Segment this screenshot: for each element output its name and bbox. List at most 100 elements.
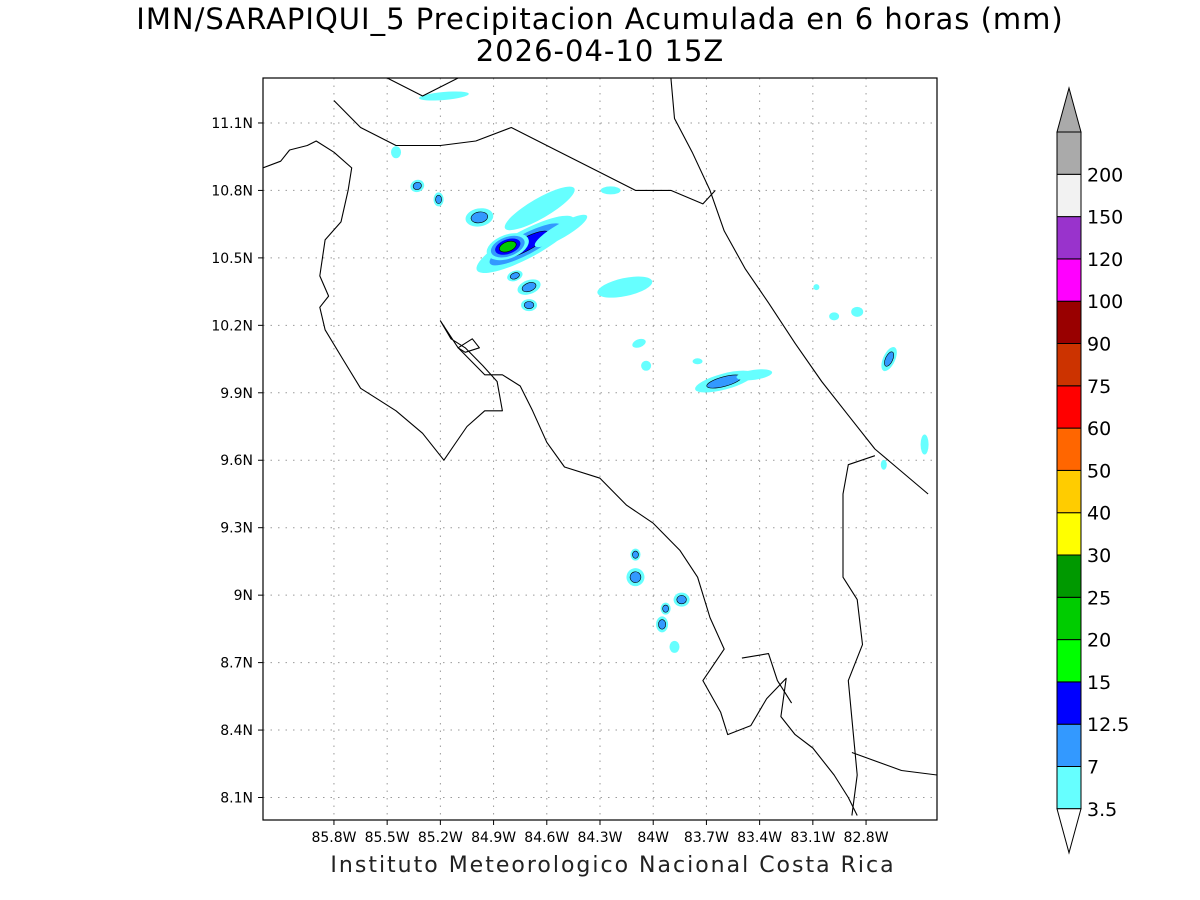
precip-contour-7 — [412, 181, 422, 190]
colorbar-segment — [1056, 766, 1082, 810]
colorbar-segment — [1056, 173, 1082, 218]
colorbar-segment — [1056, 723, 1082, 768]
precip-contour-3_5 — [632, 338, 646, 348]
precip-cell — [881, 347, 897, 372]
lon-tick-label: 84.6W — [524, 830, 569, 846]
lat-tick-label: 9.3N — [220, 521, 253, 537]
colorbar-label: 20 — [1087, 630, 1111, 652]
precip-contour-3_5 — [600, 186, 621, 195]
lat-tick-label: 10.8N — [211, 183, 253, 199]
geographic-boundaries — [263, 78, 937, 816]
colorbar-label: 25 — [1087, 587, 1111, 609]
precip-cell — [517, 279, 541, 295]
precip-contour-3_5 — [829, 312, 840, 321]
precip-contour-3_5 — [920, 434, 929, 455]
lon-tick-label: 83.1W — [790, 830, 835, 846]
colorbar-label: 40 — [1087, 503, 1111, 525]
colorbar-segment — [1056, 512, 1082, 556]
lat-tick-label: 11.1N — [211, 116, 253, 132]
precip-cell — [829, 312, 840, 321]
precip-cell — [410, 179, 425, 193]
lon-tick-label: 85.8W — [311, 830, 356, 846]
precipitation-field — [391, 91, 929, 653]
precip-cell — [695, 370, 754, 393]
colorbar-label: 200 — [1087, 164, 1123, 186]
precip-cell — [630, 548, 641, 561]
caribbean-coastline — [670, 78, 929, 495]
precip-contour-3_5 — [813, 284, 820, 291]
precip-contour-3_5 — [641, 360, 652, 371]
precip-contour-7 — [662, 604, 669, 613]
precip-cell — [486, 233, 529, 261]
colorbar-segment — [1056, 639, 1082, 683]
precip-contour-3_5 — [851, 306, 864, 317]
lat-tick-label: 9N — [234, 588, 253, 604]
lon-tick-label: 83.4W — [737, 830, 782, 846]
credit-footer: Instituto Meteorologico Nacional Costa R… — [330, 853, 896, 878]
graticule — [263, 78, 937, 820]
precip-cell — [920, 434, 929, 455]
precip-cell — [419, 91, 469, 101]
colorbar-legend: 3.5 7 12.5 15 20 25 30 40 50 60 75 90 100 120 150 200 — [1056, 86, 1129, 855]
precip-contour-7 — [658, 619, 666, 630]
lat-tick-label: 8.7N — [220, 656, 253, 672]
colorbar-segment — [1056, 596, 1082, 641]
colorbar-label: 7 — [1087, 757, 1099, 779]
map-title: IMN/SARAPIQUI_5 Precipitacion Acumulada … — [136, 2, 1064, 36]
precip-cell — [433, 192, 444, 207]
lon-tick-label: 82.8W — [844, 830, 889, 846]
map-subtitle-datetime: 2026-04-10 15Z — [475, 34, 725, 68]
panama-coastline — [851, 751, 937, 776]
lon-tick-label: 83.7W — [684, 830, 729, 846]
lon-tick-label: 84.3W — [577, 830, 622, 846]
precip-cell — [534, 214, 588, 248]
lat-tick-label: 9.9N — [220, 386, 253, 402]
precip-cell — [504, 186, 575, 231]
precip-cell — [465, 208, 494, 227]
precip-cell — [391, 146, 402, 159]
colorbar-label: 12.5 — [1087, 714, 1129, 736]
precip-cell — [736, 369, 773, 381]
precip-cell — [673, 592, 690, 607]
lake-nicaragua-shore — [386, 78, 459, 97]
precip-contour-3_5 — [736, 369, 773, 381]
colorbar-label: 100 — [1087, 291, 1123, 313]
precip-contour-3_5 — [391, 146, 402, 159]
precip-cell — [692, 358, 703, 365]
precip-cell — [626, 568, 645, 587]
precip-cell — [600, 186, 621, 195]
colorbar-label: 15 — [1087, 672, 1111, 694]
colorbar-label: 50 — [1087, 460, 1111, 482]
colorbar-segment — [1056, 343, 1082, 387]
precip-contour-3_5 — [669, 640, 680, 653]
lat-tick-label: 8.4N — [220, 723, 253, 739]
colorbar-label: 60 — [1087, 418, 1111, 440]
precip-cell — [632, 338, 646, 348]
precip-cell — [597, 276, 653, 298]
colorbar-segment — [1056, 427, 1082, 471]
colorbar-segment — [1056, 469, 1082, 514]
nicaragua-border — [333, 100, 716, 205]
precip-contour-3_5 — [597, 276, 653, 298]
precip-contour-3_5 — [504, 186, 575, 231]
precip-contour-3_5 — [880, 459, 887, 470]
lat-tick-label: 8.1N — [220, 791, 253, 807]
colorbar-label: 3.5 — [1087, 799, 1117, 821]
latitude-axis: 11.1N 10.8N 10.5N 10.2N 9.9N 9.6N 9.3N 9N 8.7N 8.… — [211, 116, 263, 807]
colorbar-segment — [1056, 300, 1082, 345]
colorbar-label: 30 — [1087, 545, 1111, 567]
colorbar-segment — [1056, 216, 1082, 260]
colorbar-label: 120 — [1087, 249, 1123, 271]
precip-contour-7 — [884, 351, 895, 367]
precip-contour-7 — [629, 571, 642, 583]
precip-cell — [507, 270, 523, 282]
colorbar-top-arrow — [1056, 86, 1082, 133]
lon-tick-label: 85.5W — [365, 830, 410, 846]
precip-contour-7 — [632, 550, 639, 559]
panama-border — [842, 455, 876, 816]
pacific-coastline — [263, 140, 858, 816]
colorbar-segment — [1056, 131, 1082, 175]
precip-contour-3_5 — [534, 214, 588, 248]
